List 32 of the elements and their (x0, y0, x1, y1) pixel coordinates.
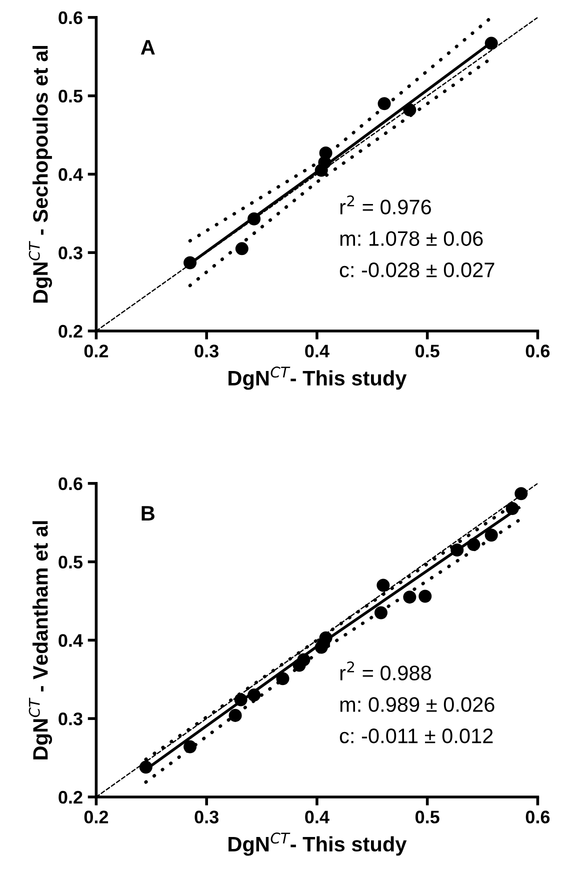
x-tick-label: 0.6 (526, 344, 550, 358)
x-tick-label: 0.4 (305, 810, 330, 824)
y-tick-label: 0.2 (58, 790, 82, 804)
y-tick-label: 0.4 (58, 168, 83, 181)
x-tick-label: 0.5 (415, 344, 440, 358)
x-axis-title: DgN$^{CT}$- This study (228, 366, 407, 390)
y-tick-label: 0.2 (58, 324, 82, 338)
y-tick-label: 0.3 (58, 712, 82, 726)
y-tick-label: 0.3 (58, 246, 82, 260)
y-tick-label: 0.5 (58, 556, 83, 569)
x-tick-label: 0.2 (84, 344, 108, 358)
annotation: c: -0.011 ± 0.012 (340, 728, 493, 744)
annotation: c: -0.028 ± 0.027 (340, 262, 494, 278)
y-tick-label: 0.6 (58, 477, 82, 490)
text: B (142, 506, 154, 520)
y-tick-label: 0.6 (58, 11, 82, 24)
annotation: m: 1.078 ± 0.06 (340, 231, 483, 246)
y-axis-title: DgN$^{CT}$ - Vedantham et al (28, 521, 52, 760)
text: A (140, 40, 155, 54)
x-tick-label: 0.5 (415, 810, 440, 824)
annotation: r$^{2}$ = 0.988 (340, 661, 431, 680)
annotation: r$^{2}$ = 0.976 (340, 195, 431, 214)
x-tick-label: 0.4 (305, 344, 330, 358)
y-axis-title: DgN$^{CT}$ - Sechopoulos et al (28, 46, 52, 303)
annotation: m: 0.989 ± 0.026 (340, 697, 494, 712)
x-tick-label: 0.3 (194, 344, 218, 358)
x-axis-title: DgN$^{CT}$- This study (228, 832, 407, 856)
x-tick-label: 0.2 (84, 810, 108, 824)
y-tick-label: 0.5 (58, 90, 83, 103)
y-tick-label: 0.4 (58, 634, 83, 647)
x-tick-label: 0.3 (194, 810, 218, 824)
x-tick-label: 0.6 (526, 810, 550, 824)
